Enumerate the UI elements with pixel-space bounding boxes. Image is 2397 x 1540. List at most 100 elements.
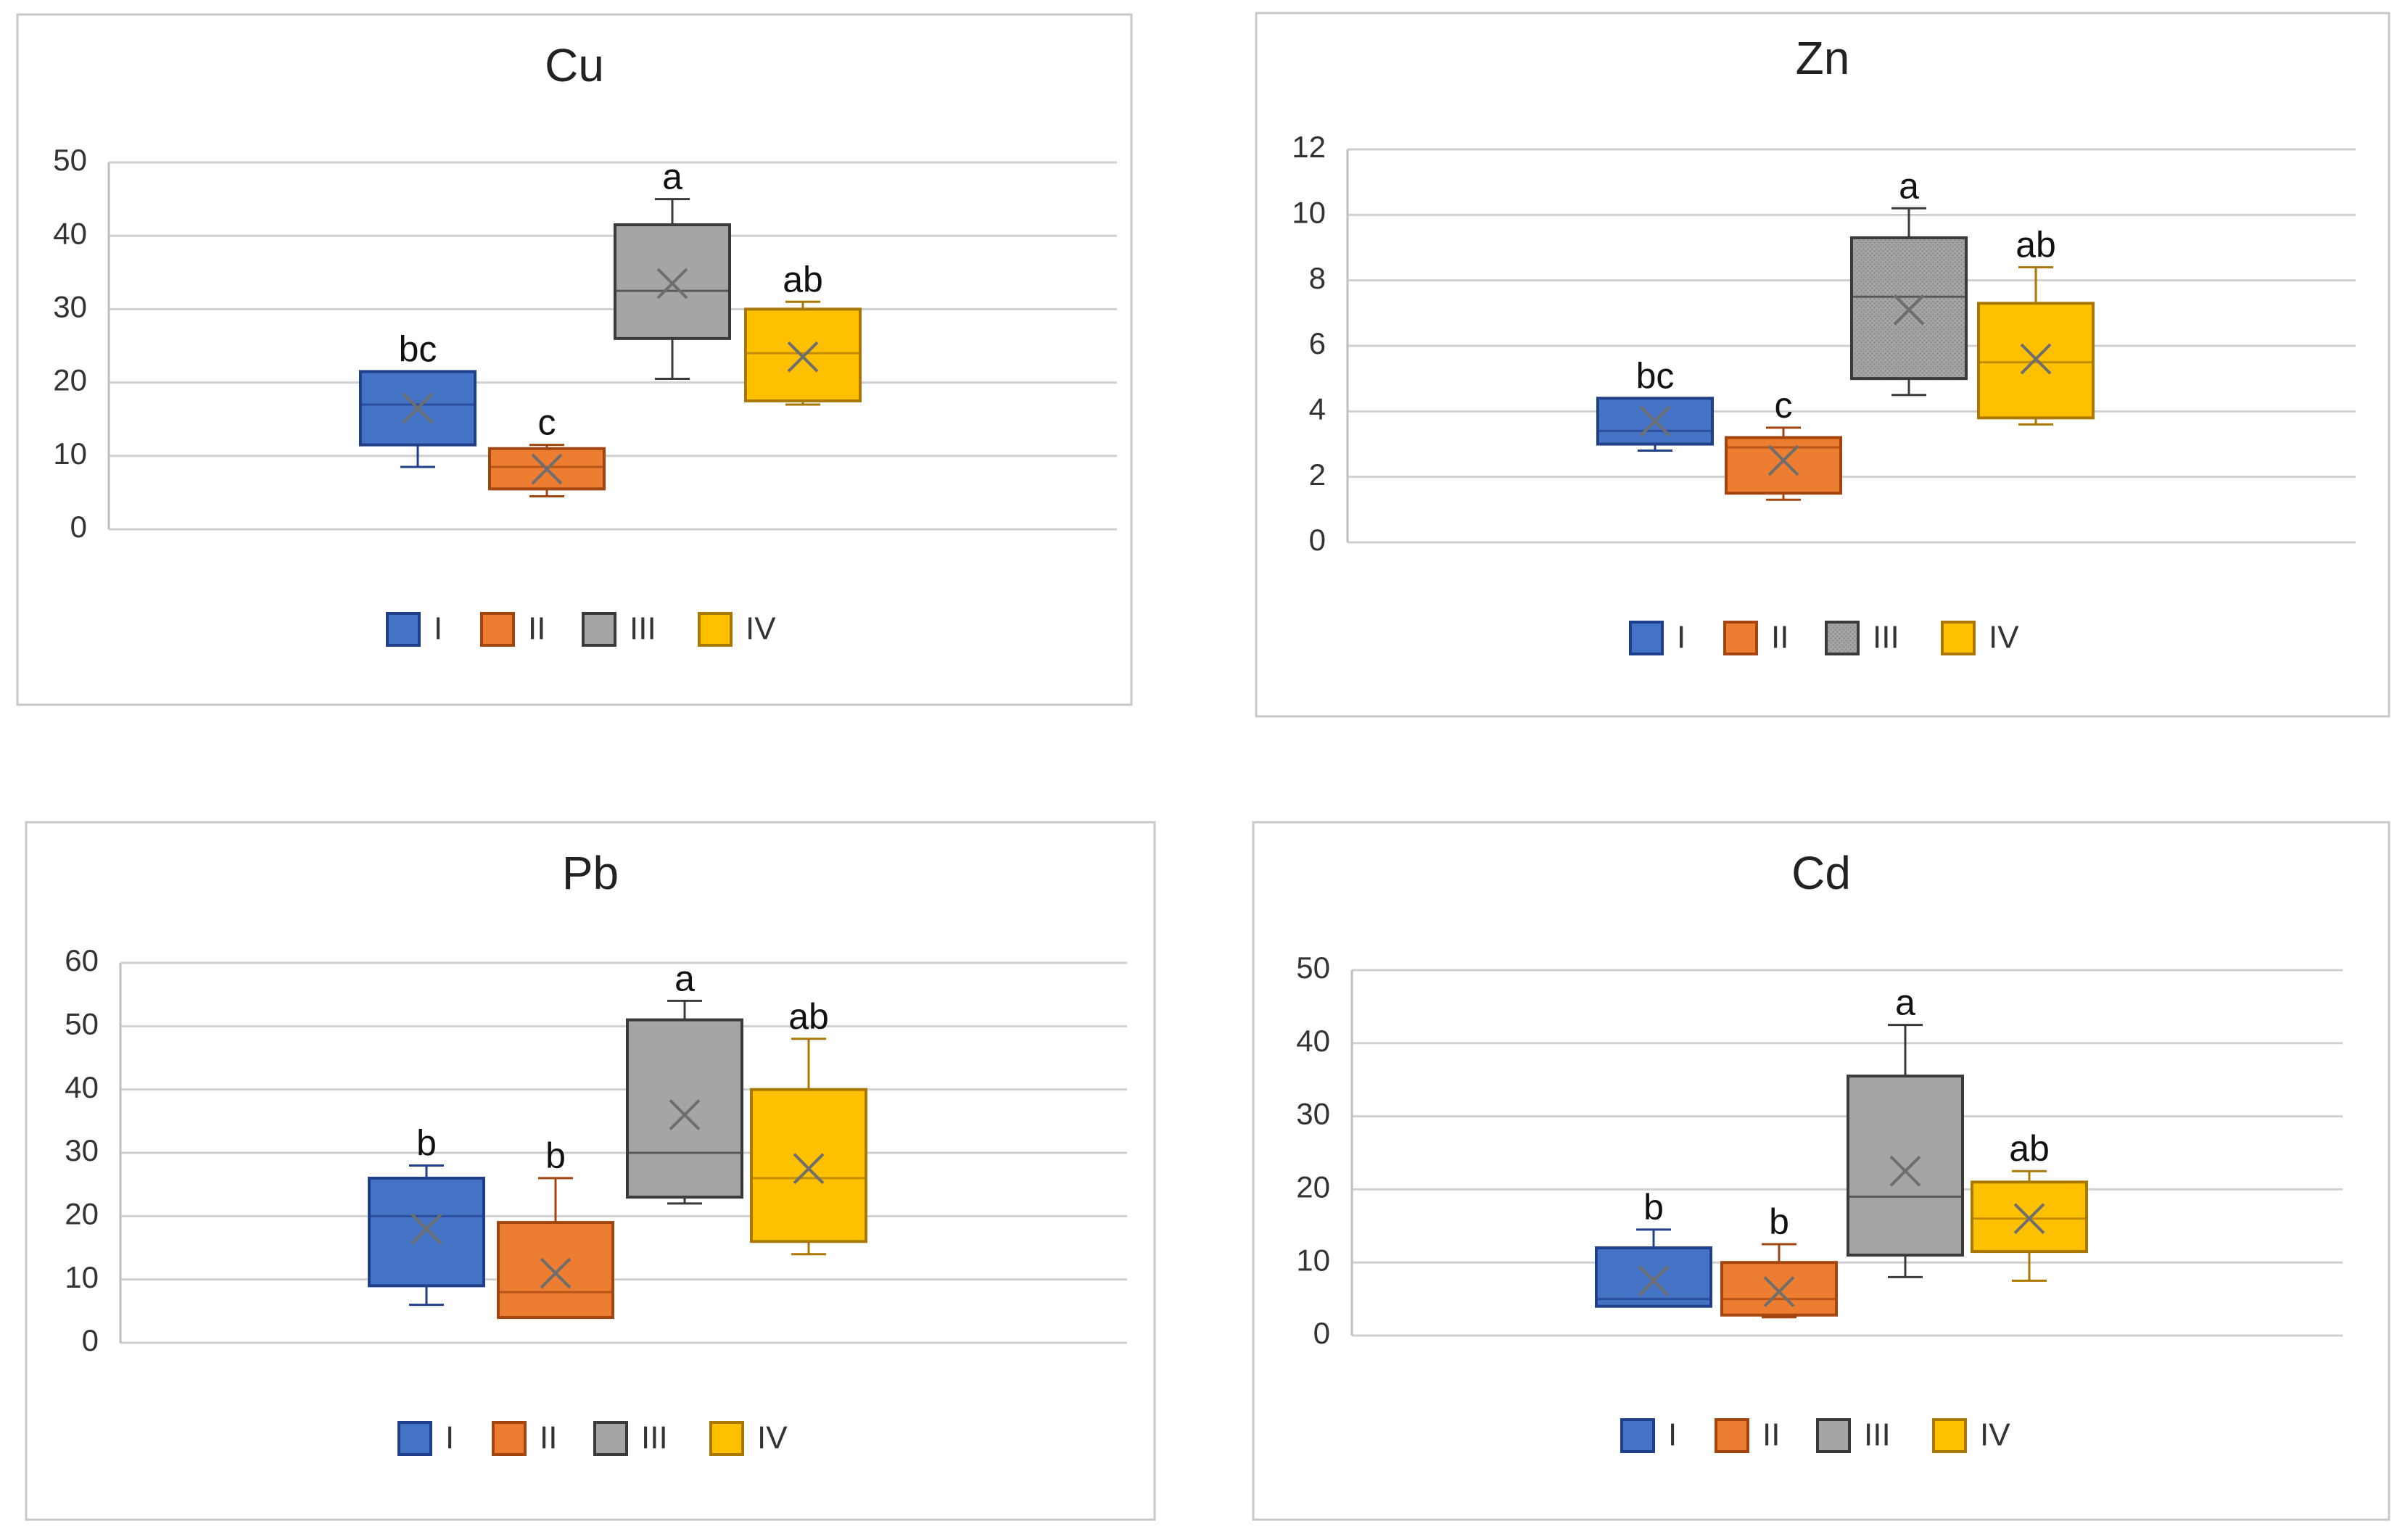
legend-label-ii: II — [1771, 620, 1789, 655]
mean-marker — [540, 1257, 572, 1289]
mean-marker — [410, 1213, 442, 1245]
significance-letter: ab — [788, 996, 829, 1037]
box-i: bc — [1596, 355, 1714, 452]
mean-marker — [1893, 294, 1925, 326]
legend-label-i: I — [434, 611, 442, 647]
legend-label-iii: III — [641, 1420, 668, 1456]
box-ii: c — [1725, 385, 1842, 501]
mean-marker — [402, 392, 434, 424]
box-i: bc — [359, 328, 476, 468]
legend-swatch-i — [1620, 1418, 1655, 1453]
y-tick-label: 40 — [65, 1070, 99, 1104]
significance-letter: b — [1769, 1201, 1789, 1242]
significance-letter: a — [1895, 982, 1915, 1023]
box-body — [1720, 1261, 1838, 1317]
y-tick-label: 40 — [1296, 1024, 1330, 1058]
legend-swatch-iv — [1932, 1418, 1967, 1453]
legend-label-i: I — [1677, 620, 1686, 655]
y-tick-label: 20 — [1296, 1170, 1330, 1204]
legend-swatch-iv — [1941, 621, 1976, 655]
box-body — [626, 1018, 743, 1199]
significance-letter: ab — [783, 259, 823, 299]
legend-label-iv: IV — [757, 1420, 788, 1456]
mean-marker — [1889, 1155, 1921, 1187]
significance-letter: c — [1775, 385, 1793, 426]
significance-letter: b — [416, 1122, 437, 1163]
box-body — [1847, 1075, 1964, 1257]
chart-frame — [16, 13, 1133, 706]
legend: I II III IV — [1629, 620, 2019, 655]
chart-title: Cu — [545, 39, 604, 91]
significance-letter: b — [1643, 1187, 1664, 1228]
box-iii: a — [1850, 165, 1968, 397]
significance-letter: a — [1899, 165, 1919, 206]
y-tick-label: 4 — [1309, 392, 1326, 426]
legend-swatch-iii — [582, 612, 616, 647]
legend-label-iv: IV — [1989, 620, 2019, 655]
y-tick-label: 8 — [1309, 261, 1326, 295]
mean-marker — [531, 453, 563, 485]
y-tick-label: 40 — [53, 216, 87, 250]
legend: I II III IV — [386, 611, 776, 647]
y-tick-label: 0 — [82, 1323, 99, 1357]
chart-frame — [1252, 821, 2390, 1521]
y-tick-label: 50 — [53, 143, 87, 177]
mean-marker — [1638, 1264, 1670, 1296]
legend-label-ii: II — [528, 611, 545, 647]
box-body — [368, 1176, 485, 1288]
box-iii: a — [614, 157, 731, 381]
y-tick-label: 0 — [70, 510, 87, 544]
legend-swatch-ii — [1723, 621, 1758, 655]
mean-marker — [1767, 444, 1799, 476]
legend-label-iii: III — [1873, 620, 1899, 655]
y-tick-label: 6 — [1309, 326, 1326, 360]
legend-swatch-ii — [480, 612, 515, 647]
box-iv: ab — [750, 996, 867, 1256]
y-tick-label: 30 — [1296, 1097, 1330, 1131]
mean-marker — [2013, 1203, 2045, 1235]
box-iv: ab — [744, 259, 862, 406]
box-body — [1725, 436, 1842, 495]
legend-label-iv: IV — [746, 611, 776, 647]
y-tick-label: 20 — [53, 363, 87, 397]
significance-letter: a — [662, 157, 682, 197]
legend-label-ii: II — [1762, 1417, 1780, 1453]
y-tick-label: 30 — [53, 289, 87, 323]
mean-marker — [793, 1153, 825, 1185]
y-tick-label: 10 — [65, 1260, 99, 1294]
box-body — [750, 1088, 867, 1243]
chart-frame — [1255, 12, 2390, 718]
mean-marker — [656, 268, 688, 299]
box-ii: c — [488, 402, 606, 497]
box-ii: b — [1720, 1201, 1838, 1319]
legend-label-iii: III — [1864, 1417, 1891, 1453]
legend-swatch-iii — [1825, 621, 1860, 655]
legend-label-ii: II — [540, 1420, 557, 1456]
legend-swatch-iv — [698, 612, 733, 647]
legend-swatch-i — [397, 1421, 432, 1456]
chart-frame — [25, 821, 1156, 1521]
legend: I II III IV — [397, 1420, 788, 1456]
y-tick-label: 60 — [65, 943, 99, 977]
legend: I II III IV — [1620, 1417, 2010, 1453]
y-tick-label: 20 — [65, 1196, 99, 1230]
box-iii: a — [1847, 982, 1964, 1278]
legend-swatch-iv — [709, 1421, 744, 1456]
mean-marker — [787, 341, 819, 373]
box-iii: a — [626, 958, 743, 1205]
legend-label-iii: III — [630, 611, 656, 647]
significance-letter: b — [545, 1135, 566, 1176]
y-tick-label: 10 — [1296, 1243, 1330, 1277]
significance-letter: bc — [399, 328, 437, 369]
legend-swatch-iii — [593, 1421, 628, 1456]
significance-letter: ab — [2016, 225, 2056, 265]
mean-marker — [1763, 1276, 1795, 1307]
y-tick-label: 12 — [1292, 130, 1326, 164]
significance-letter: bc — [1636, 355, 1675, 396]
y-tick-label: 50 — [65, 1006, 99, 1040]
